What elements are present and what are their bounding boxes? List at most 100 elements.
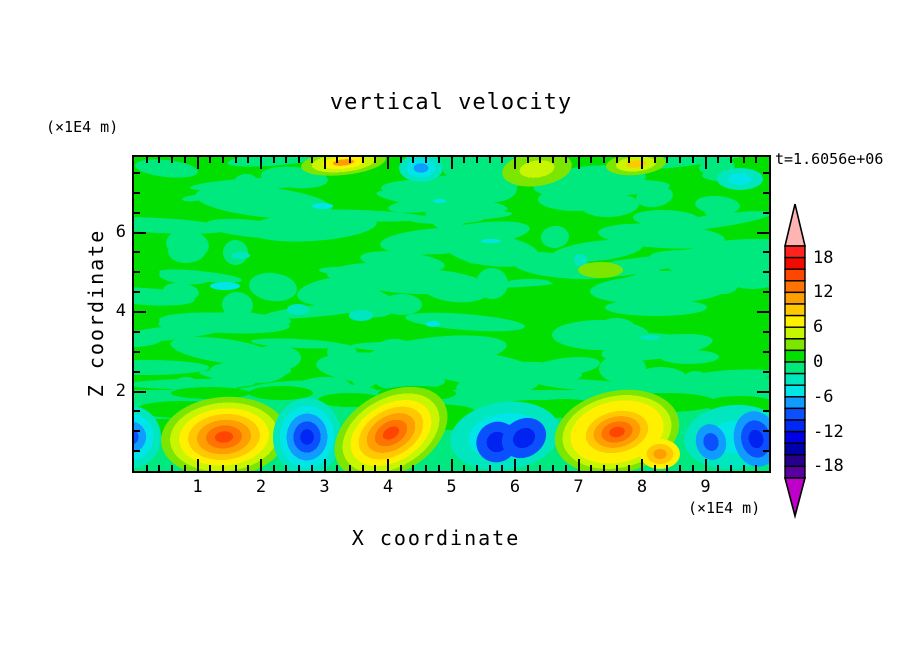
z-tick-mark <box>763 171 769 174</box>
x-tick-mark <box>196 157 199 169</box>
x-tick-mark <box>145 465 148 471</box>
x-tick-mark <box>260 157 262 169</box>
x-tick-mark <box>247 465 250 471</box>
x-tick-mark <box>666 465 669 471</box>
x-tick-mark <box>653 157 656 163</box>
x-tick-mark <box>742 465 745 471</box>
updraft-spot <box>640 438 681 469</box>
x-tick-mark <box>691 157 694 163</box>
cool-speck <box>349 310 374 321</box>
x-tick-mark <box>310 465 313 471</box>
x-tick-mark <box>399 157 402 163</box>
z-tick-mark <box>763 251 769 254</box>
cool-speck <box>231 251 251 259</box>
x-tick-mark <box>475 157 478 163</box>
background-patch <box>134 157 199 180</box>
x-tick-mark <box>171 465 174 471</box>
z-tick-mark <box>763 410 769 413</box>
x-tick-mark <box>209 157 212 163</box>
z-tick-label: 6 <box>115 221 126 242</box>
x-tick-mark <box>463 465 466 471</box>
x-tick-mark <box>602 157 605 163</box>
x-tick-mark <box>463 157 466 163</box>
cool-speck <box>432 199 446 204</box>
x-tick-label: 8 <box>636 477 648 497</box>
x-tick-mark <box>145 157 148 163</box>
x-tick-mark <box>412 157 415 163</box>
colorbar-tick-label: -6 <box>813 386 834 407</box>
background-patch <box>134 330 164 349</box>
x-tick-mark <box>729 157 732 163</box>
x-tick-mark <box>285 465 288 471</box>
x-tick-mark <box>577 157 580 169</box>
x-tick-mark <box>374 157 377 163</box>
x-tick-mark <box>501 157 504 163</box>
x-tick-mark <box>628 465 631 471</box>
x-tick-mark <box>729 465 732 471</box>
x-tick-mark <box>717 157 720 163</box>
x-tick-mark <box>704 157 707 169</box>
x-tick-mark <box>247 157 250 163</box>
x-tick-mark <box>336 157 339 163</box>
x-tick-mark <box>590 465 593 471</box>
x-tick-mark <box>387 459 389 471</box>
z-tick-mark <box>134 330 140 333</box>
time-annotation: t=1.6056e+06 <box>775 150 884 168</box>
z-tick-mark <box>757 311 769 313</box>
x-tick-mark <box>221 465 224 471</box>
x-tick-mark <box>387 157 389 169</box>
x-tick-label: 3 <box>319 477 330 497</box>
x-tick-mark <box>209 465 212 471</box>
z-tick-mark <box>134 410 140 413</box>
x-tick-mark <box>336 465 339 471</box>
z-tick-mark <box>763 271 769 274</box>
background-patch <box>694 194 741 216</box>
x-tick-mark <box>564 465 567 471</box>
x-tick-mark <box>412 465 415 471</box>
z-tick-mark <box>757 390 769 393</box>
z-tick-mark <box>763 450 769 453</box>
x-tick-mark <box>158 157 161 163</box>
x-tick-mark <box>425 157 428 163</box>
x-tick-mark <box>488 157 491 163</box>
x-tick-mark <box>298 157 301 163</box>
x-tick-mark <box>539 465 542 471</box>
cool-speck <box>425 320 440 327</box>
z-tick-mark <box>763 350 769 353</box>
colorbar-tick-label: 0 <box>813 352 824 372</box>
background-patch <box>506 278 550 286</box>
cool-speck <box>210 281 241 290</box>
x-tick-mark <box>679 465 682 471</box>
z-tick-mark <box>757 231 769 234</box>
z-tick-mark <box>763 430 769 433</box>
x-tick-label: 9 <box>700 477 711 497</box>
x-axis-title: X coordinate <box>351 526 521 550</box>
background-patch <box>247 269 299 304</box>
weak-downdraft <box>399 157 444 183</box>
x-tick-mark <box>641 157 643 169</box>
x-tick-mark <box>514 157 516 169</box>
x-tick-mark <box>755 157 758 163</box>
x-tick-mark <box>577 459 580 471</box>
x-tick-mark <box>526 157 529 163</box>
z-tick-mark <box>763 370 769 373</box>
x-tick-mark <box>272 157 275 163</box>
x-axis-units: (×1E4 m) <box>688 499 761 517</box>
x-tick-mark <box>615 465 618 471</box>
x-tick-mark <box>450 459 453 471</box>
x-tick-mark <box>742 157 745 163</box>
contour-plot <box>132 155 771 473</box>
background-patch <box>326 343 357 361</box>
x-tick-mark <box>602 465 605 471</box>
x-tick-label: 6 <box>509 477 521 497</box>
colorbar-tick-label: -18 <box>813 456 844 477</box>
x-tick-mark <box>552 465 555 471</box>
z-tick-mark <box>134 251 140 254</box>
cool-speck <box>312 203 333 209</box>
x-tick-mark <box>450 157 453 169</box>
x-tick-mark <box>234 465 237 471</box>
x-tick-mark <box>628 157 631 163</box>
x-tick-mark <box>514 459 516 471</box>
x-tick-mark <box>641 459 643 471</box>
